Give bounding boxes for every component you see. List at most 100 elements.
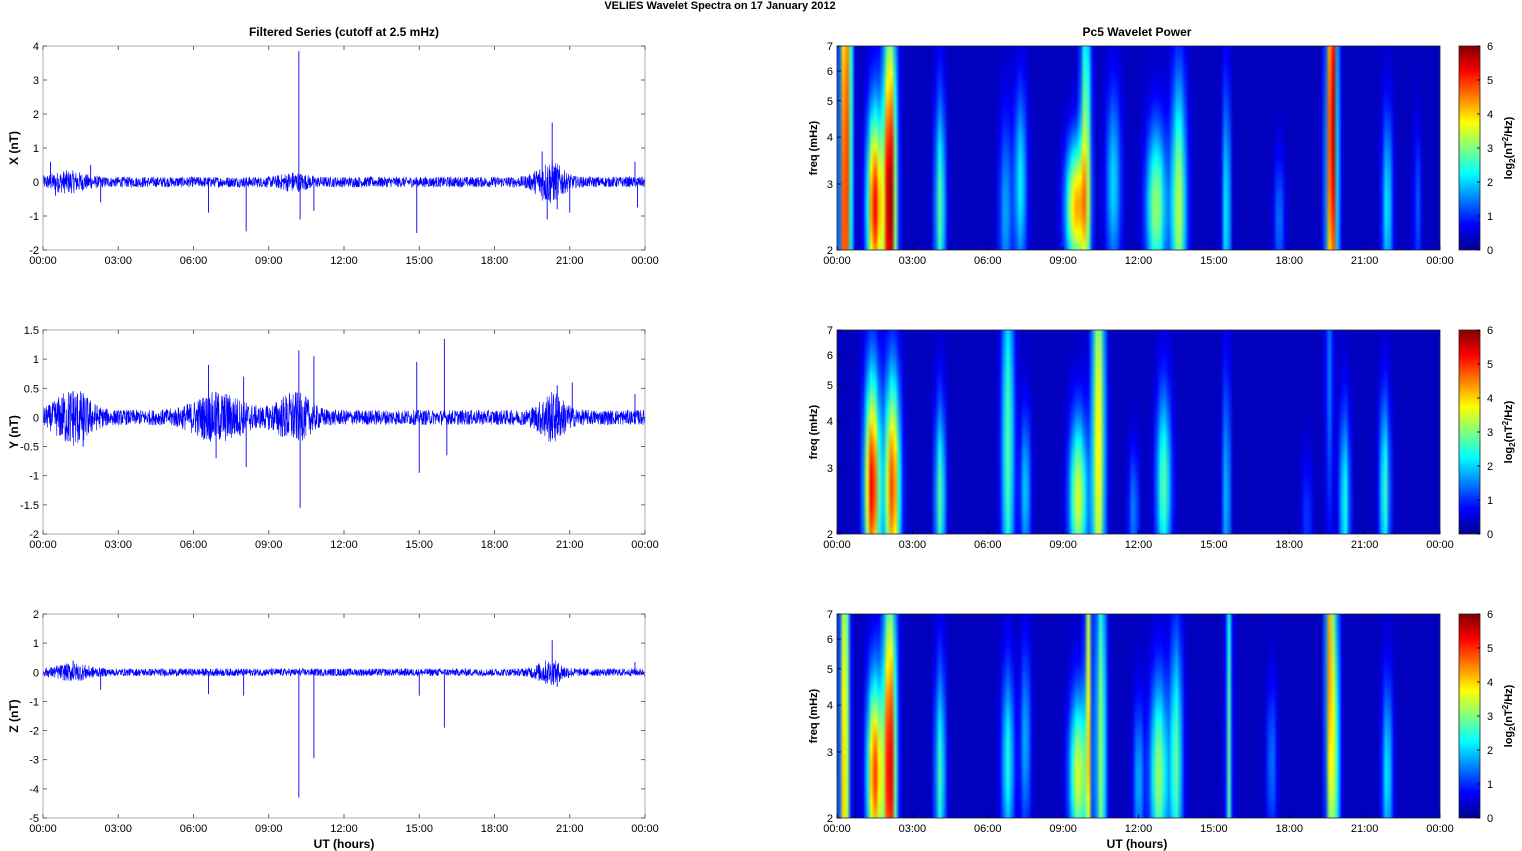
y-tick-label: 4 [827, 416, 833, 428]
y-tick-label: -2 [29, 245, 39, 257]
x-tick-label: 12:00 [1125, 539, 1153, 551]
x-tick-label: 21:00 [556, 255, 584, 267]
colorbar-tick-label: 6 [1487, 41, 1493, 53]
y-tick-label: 7 [827, 41, 833, 53]
colorbar-tick-label: 5 [1487, 643, 1493, 655]
y-axis-label: freq (mHz) [808, 120, 820, 175]
colorbar-label-part: 2 [1508, 158, 1517, 163]
colorbar-tick-label: 0 [1487, 529, 1493, 541]
y-tick-label: -5 [29, 813, 39, 825]
y-tick-label: -2 [29, 726, 39, 738]
y-tick-label: 5 [827, 96, 833, 108]
colorbar-label-part: (nT [1503, 141, 1515, 158]
y-tick-label: 1.5 [24, 325, 39, 337]
x-tick-label: 21:00 [556, 823, 584, 835]
colorbar-tick-label: 3 [1487, 427, 1493, 439]
colorbar-tick-label: 4 [1487, 109, 1493, 121]
x-tick-label: 00:00 [631, 255, 659, 267]
wavelet-heatmap-3: 2 3 4 5 6 7 00:00 03:00 06:00 09:00 12:00 15:00 18:0… [808, 609, 1454, 835]
plot-area [43, 46, 645, 250]
y-tick-label: 0 [33, 177, 39, 189]
x-tick-label: 00:00 [1426, 539, 1454, 551]
y-tick-label: -1.5 [20, 500, 39, 512]
x-tick-label: 12:00 [330, 255, 358, 267]
x-tick-label: 00:00 [823, 823, 851, 835]
y-axis-label: Y (nT) [7, 415, 21, 449]
colorbar-label: log2(nT2/Hz) [1501, 400, 1517, 463]
colorbar-tick-label: 3 [1487, 711, 1493, 723]
colorbar-tick-label: 2 [1487, 461, 1493, 473]
x-tick-label: 12:00 [330, 539, 358, 551]
y-tick-label: 6 [827, 66, 833, 78]
x-tick-label: 06:00 [974, 823, 1002, 835]
colorbar-tick-label: 6 [1487, 325, 1493, 337]
x-tick-label: 09:00 [255, 255, 283, 267]
series-plot-3: -5 -4 -3 -2 -1 0 1 2 00:00 03:00 06:00 09:00 12:00 15… [7, 609, 659, 835]
x-tick-label: 03:00 [899, 255, 927, 267]
x-tick-label: 21:00 [1351, 823, 1379, 835]
x-tick-label: 09:00 [255, 539, 283, 551]
x-tick-label: 03:00 [899, 539, 927, 551]
y-tick-label: -2 [29, 529, 39, 541]
wavelet-heatmap-1: 2 3 4 5 6 7 00:00 03:00 06:00 09:00 12:00 15:00 18:0… [808, 41, 1454, 267]
colorbar-label-part: log [1503, 447, 1515, 464]
x-axis-label-left: UT (hours) [314, 837, 375, 851]
colorbar-tick-label: 0 [1487, 813, 1493, 825]
y-tick-label: -1 [29, 471, 39, 483]
colorbar-tick-label: 1 [1487, 495, 1493, 507]
x-tick-label: 03:00 [899, 823, 927, 835]
x-tick-label: 21:00 [1351, 255, 1379, 267]
colorbar-label: log2(nT2/Hz) [1501, 684, 1517, 747]
y-tick-label: 6 [827, 350, 833, 362]
y-axis-label: freq (mHz) [808, 688, 820, 743]
colorbar-label-part: (nT [1503, 709, 1515, 726]
x-tick-label: 09:00 [1049, 823, 1077, 835]
y-tick-label: 4 [827, 132, 833, 144]
heatmap-image [837, 330, 1440, 534]
plot-area [43, 614, 645, 818]
colorbar-tick-label: 4 [1487, 677, 1493, 689]
y-tick-label: -1 [29, 211, 39, 223]
colorbar-tick-label: 2 [1487, 177, 1493, 189]
y-tick-label: 7 [827, 325, 833, 337]
x-tick-label: 00:00 [29, 823, 57, 835]
heatmap-image [837, 614, 1440, 818]
colorbar-label-part: /Hz) [1503, 116, 1515, 137]
series-plot-2: -2 -1.5 -1 -0.5 0 0.5 1 1.5 00:00 03:00 06:00 09:00… [7, 325, 659, 551]
colorbar-tick-label: 0 [1487, 245, 1493, 257]
x-tick-label: 03:00 [104, 539, 132, 551]
x-tick-label: 15:00 [1200, 539, 1228, 551]
x-tick-label: 15:00 [405, 823, 433, 835]
colorbar-tick-label: 3 [1487, 143, 1493, 155]
x-axis-label-right: UT (hours) [1107, 837, 1168, 851]
x-tick-label: 18:00 [481, 823, 509, 835]
x-tick-label: 00:00 [1426, 255, 1454, 267]
y-axis-label: Z (nT) [7, 699, 21, 732]
y-tick-label: 0 [33, 667, 39, 679]
y-tick-label: 2 [33, 609, 39, 621]
y-tick-label: -4 [29, 784, 39, 796]
colorbar-label-part: 2 [1501, 136, 1510, 141]
x-tick-label: 18:00 [1275, 255, 1303, 267]
figure-suptitle: VELIES Wavelet Spectra on 17 January 201… [604, 0, 835, 12]
y-tick-label: -1 [29, 696, 39, 708]
y-tick-label: 1 [33, 638, 39, 650]
colorbar-label-part: 2 [1508, 442, 1517, 447]
y-tick-label: 5 [827, 380, 833, 392]
left-column-title: Filtered Series (cutoff at 2.5 mHz) [249, 25, 439, 39]
x-tick-label: 00:00 [29, 255, 57, 267]
x-tick-label: 12:00 [1125, 823, 1153, 835]
right-column-title: Pc5 Wavelet Power [1083, 25, 1192, 39]
y-tick-label: 1 [33, 354, 39, 366]
x-tick-label: 15:00 [1200, 255, 1228, 267]
x-tick-label: 15:00 [405, 539, 433, 551]
x-tick-label: 06:00 [180, 823, 208, 835]
colorbar-tick-label: 2 [1487, 745, 1493, 757]
y-tick-label: 2 [827, 813, 833, 825]
x-tick-label: 03:00 [104, 255, 132, 267]
colorbar-label-part: 2 [1508, 726, 1517, 731]
x-tick-label: 09:00 [1049, 539, 1077, 551]
y-axis-label: X (nT) [7, 131, 21, 165]
